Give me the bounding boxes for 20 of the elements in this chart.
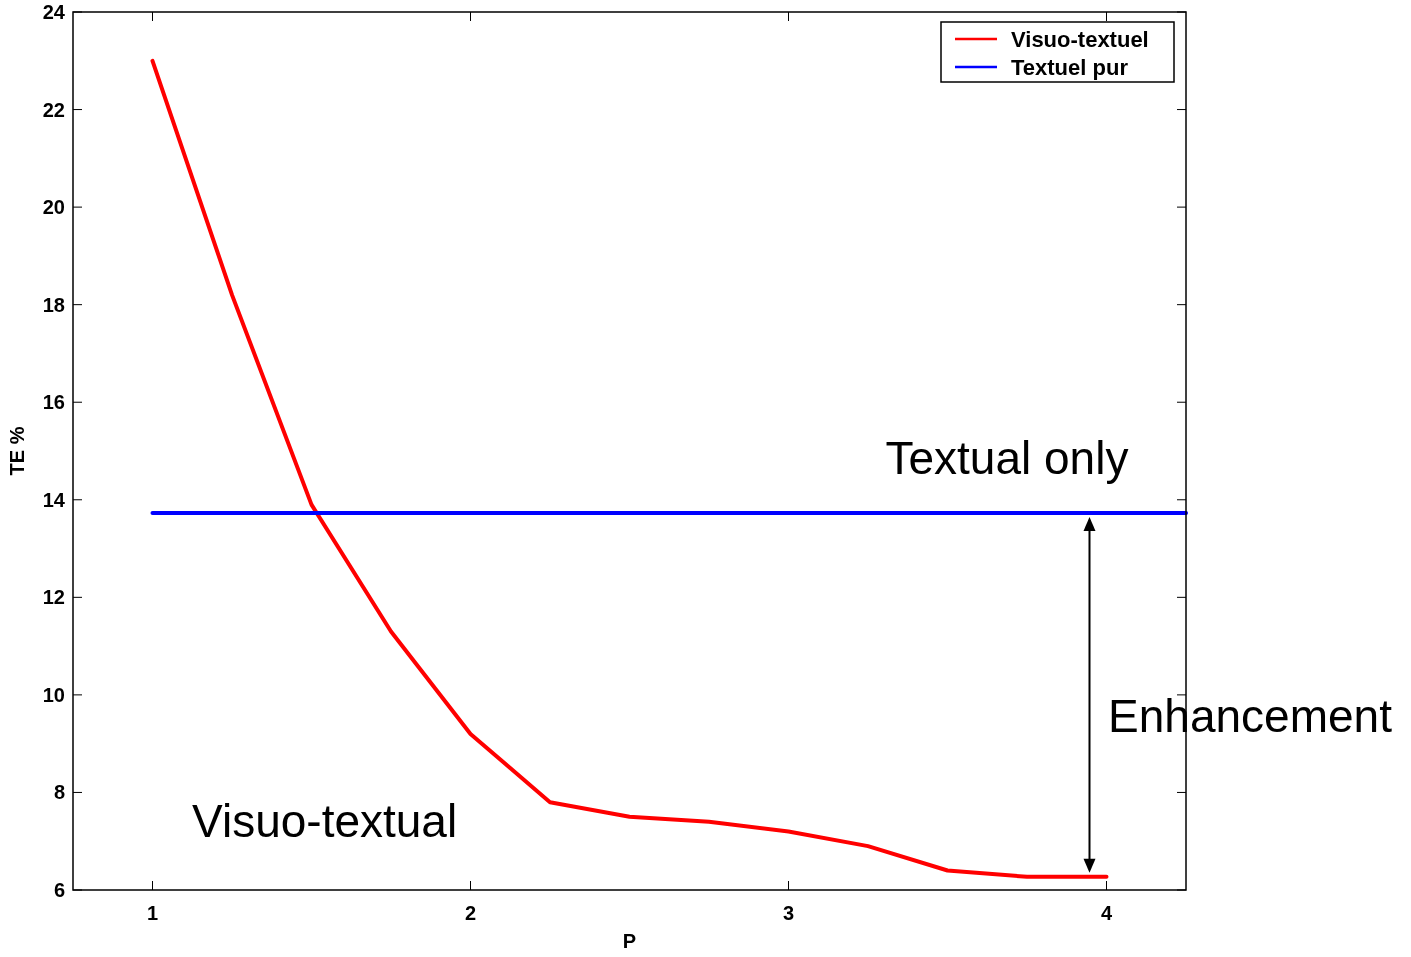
y-tick-label: 16 <box>42 391 65 414</box>
y-tick-label: 6 <box>53 879 65 901</box>
y-tick-label: 20 <box>42 196 65 219</box>
y-tick-label: 14 <box>42 488 66 511</box>
x-axis-title: P <box>622 930 637 952</box>
y-axis-title: TE % <box>6 426 28 476</box>
x-tick-label: 3 <box>782 902 795 924</box>
x-tick-label: 1 <box>146 902 159 924</box>
annotation: Visuo-textual <box>192 795 458 848</box>
legend-label: Visuo-textuel <box>1011 26 1149 52</box>
y-tick-label: 8 <box>53 781 65 804</box>
x-tick-label: 4 <box>1100 902 1113 924</box>
y-tick-label: 24 <box>42 1 66 23</box>
y-tick-label: 22 <box>42 98 65 121</box>
y-tick-label: 12 <box>42 586 65 609</box>
legend-label: Textuel pur <box>1011 54 1129 80</box>
annotation: Textual only <box>885 431 1129 484</box>
y-tick-label: 10 <box>42 683 65 706</box>
y-tick-label: 18 <box>42 293 65 316</box>
x-tick-label: 2 <box>464 902 477 924</box>
